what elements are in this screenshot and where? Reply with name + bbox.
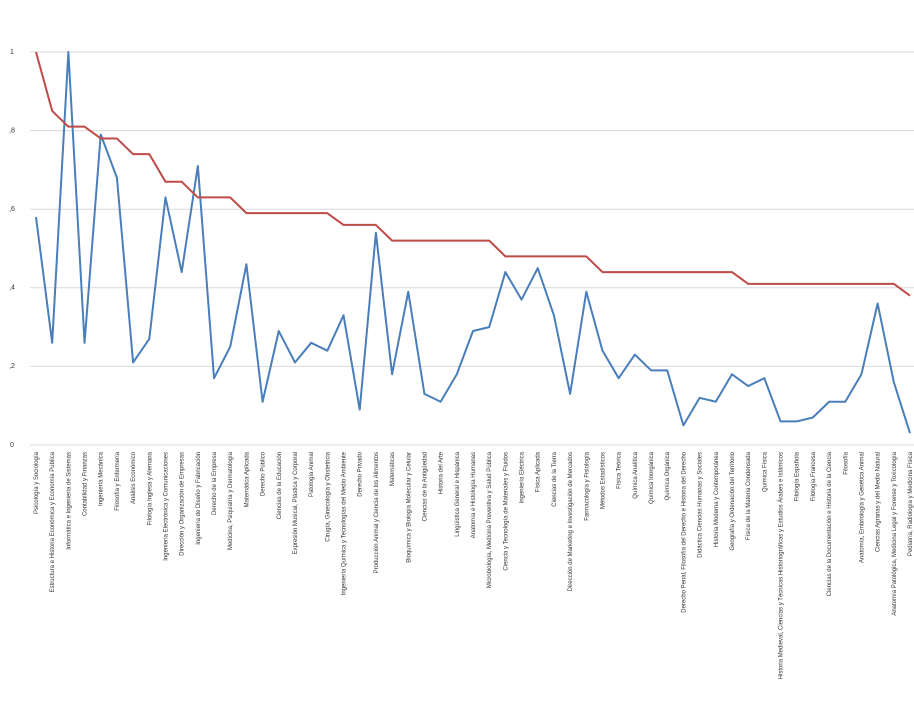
x-tick-label: Psicología y Sociología — [34, 451, 40, 514]
x-tick-label: Patología Animal — [309, 452, 315, 497]
x-tick-label: Química Orgánica — [665, 451, 671, 500]
x-tick-label: Química Inorgánica — [649, 451, 655, 504]
x-tick-label: Ingeniería Química y Tecnologías del Med… — [342, 451, 348, 595]
x-tick-label: Producción Animal y Ciencia de los Alime… — [374, 452, 380, 573]
x-tick-label: Métodos Estadísticos — [600, 452, 606, 509]
x-tick-label: Lingüística General e Hispánica — [455, 451, 461, 536]
y-tick-label: 0 — [10, 442, 14, 449]
x-tick-label: Física Teórica — [617, 451, 623, 489]
x-tick-label: Ciencias de la Tierra — [552, 451, 558, 506]
x-tick-label: Derecho Penal, Filosofía del Derecho e H… — [681, 451, 687, 612]
x-tick-label: Cirugía, Ginecología y Obstetricia — [325, 451, 331, 541]
x-tick-label: Dirección de Marketing e Investigación d… — [568, 452, 574, 591]
x-tick-label: Filosofía — [843, 451, 849, 474]
x-tick-label: Anatomía e Histología Humanas — [471, 452, 477, 538]
x-tick-label: Análisis Económico — [131, 451, 137, 504]
x-tick-label: Farmacología y Fisiología — [584, 451, 590, 520]
x-tick-label: Historia Moderna y Contemporánea — [714, 451, 720, 547]
series-line — [35, 51, 911, 297]
x-tick-label: Derecho de la Empresa — [212, 451, 218, 515]
x-tick-label: Ingeniería de Diseño y Fabricación — [196, 452, 202, 545]
x-tick-label: Bioquímica y Biología Molecular y Celula… — [406, 452, 412, 563]
x-tick-label: Microbiología, Medicina Preventiva y Sal… — [487, 451, 493, 588]
x-tick-label: Medicina, Psiquiatría y Dermatología — [228, 451, 234, 550]
x-tick-label: Expresión Musical, Plástica y Corporal — [293, 452, 299, 554]
x-tick-label: Anatomía, Embriología y Genética Animal — [859, 452, 865, 563]
x-tick-label: Anatomía Patológica, Medicina Legal y Fo… — [892, 451, 898, 615]
x-tick-label: Filología Inglesa y Alemana — [147, 451, 153, 525]
series-line — [35, 51, 911, 434]
x-tick-label: Ciencias de la Documentación e Historia … — [827, 451, 833, 596]
x-tick-label: Dirección y Organización de Empresas — [180, 452, 186, 556]
x-tick-label: Filosofía y Enfermería — [115, 451, 121, 510]
x-tick-label: Derecho Privado — [358, 451, 364, 496]
x-tick-label: Matemática Aplicada — [244, 451, 250, 507]
x-tick-label: Historia del Arte — [439, 451, 445, 494]
x-tick-label: Física Aplicada — [536, 451, 542, 492]
x-tick-label: Informática e Ingeniería de Sistemas — [66, 452, 72, 550]
x-tick-label: Ciencias Agrarias y del Medio Natural — [876, 452, 882, 552]
x-tick-label: Filología Francesa — [811, 451, 817, 501]
x-tick-label: Pediatría, Radiología y Medicina Física — [908, 451, 914, 556]
y-tick-label: ,6 — [9, 206, 15, 213]
x-tick-label: Geografía y Ordenación del Territorio — [730, 451, 736, 550]
x-tick-label: Estructura e Historia Económica y Econom… — [50, 451, 56, 592]
y-tick-label: ,8 — [9, 127, 15, 134]
x-tick-label: Ciencias de la Educación — [277, 452, 283, 519]
x-tick-label: Química Física — [762, 451, 768, 492]
x-tick-label: Física de la Materia Condensada — [746, 451, 752, 540]
x-tick-label: Didáctica Ciencias Humanas y Sociales — [698, 452, 704, 558]
x-tick-label: Filología Española — [795, 451, 801, 501]
x-tick-label: Historia Medieval, Ciencias y Técnicas H… — [778, 452, 785, 679]
x-tick-label: Ingeniería Mecánica — [99, 451, 105, 506]
y-tick-label: ,4 — [9, 285, 15, 292]
x-tick-label: Ingeniería Electrónica y Comunicaciones — [163, 452, 169, 561]
x-tick-label: Ingeniería Eléctrica — [520, 451, 526, 503]
y-tick-label: 1 — [10, 49, 14, 56]
x-tick-label: Ciencias de la Antigüedad — [422, 452, 428, 521]
y-tick-label: ,2 — [9, 363, 15, 370]
x-tick-label: Matemáticas — [390, 452, 396, 486]
x-tick-label: Derecho Público — [261, 451, 267, 496]
x-tick-label: Química Analítica — [633, 451, 639, 498]
x-tick-label: Ciencia y Tecnología de Materiales y Flu… — [503, 452, 509, 571]
x-tick-label: Contabilidad y Finanzas — [83, 452, 89, 516]
